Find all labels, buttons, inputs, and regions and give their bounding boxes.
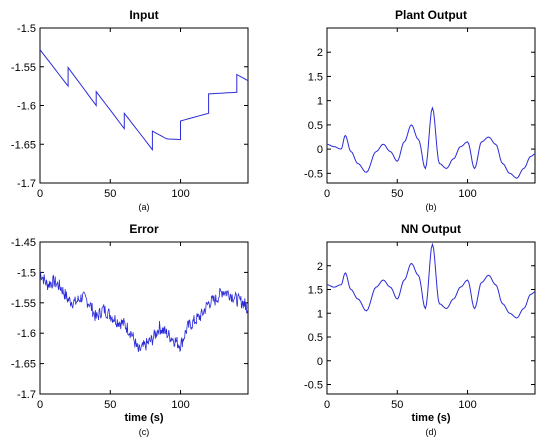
y-tick-label-b-0: -0.5 [304,168,323,180]
y-tick-label-b-3: 1 [317,96,323,108]
axes-frame-b [326,27,536,184]
y-tick-label-c-1: -1.65 [11,359,36,371]
y-tick-label-c-2: -1.6 [17,328,36,340]
x-tick-label-d-2: 100 [458,399,476,411]
axes-frame-d [326,241,536,395]
chart-title-b: Plant Output [395,8,467,22]
y-tick-label-c-5: -1.45 [11,237,36,249]
subplot-a: Input 0 50 100 -1.7 -1.65 -1.6 -1.55 -1.5 (a) [11,8,249,212]
y-tick-label-a-2: -1.6 [17,101,36,113]
y-tick-label-a-0: -1.7 [17,178,36,190]
y-tick-label-b-5: 2 [317,47,323,59]
subplot-caption-b: (b) [426,202,437,212]
axes-frame-a [39,27,249,184]
chart-title-c: Error [129,222,159,236]
y-tick-label-c-0: -1.7 [17,389,36,401]
subplot-caption-c: (c) [139,427,150,437]
y-tick-label-a-3: -1.55 [11,62,36,74]
y-tick-label-b-1: 0 [317,144,323,156]
y-tick-label-d-4: 1.5 [308,285,323,297]
x-tick-label-b-1: 50 [391,188,403,200]
y-tick-label-c-4: -1.5 [17,267,36,279]
x-tick-label-d-0: 0 [324,399,330,411]
y-tick-label-d-1: 0 [317,356,323,368]
series-line-d-0 [327,242,535,319]
y-tick-label-a-4: -1.5 [17,23,36,35]
chart-title-d: NN Output [401,222,461,236]
subplot-caption-d: (d) [426,427,437,437]
x-tick-label-b-2: 100 [458,188,476,200]
y-tick-label-a-1: -1.65 [11,139,36,151]
x-tick-label-c-1: 50 [104,399,116,411]
series-line-b-0 [327,106,535,179]
x-tick-label-c-2: 100 [171,399,189,411]
series-line-a-0 [40,49,248,152]
x-tick-label-d-1: 50 [391,399,403,411]
x-tick-label-a-2: 100 [171,188,189,200]
axes-frame-c [39,241,249,395]
y-tick-label-d-3: 1 [317,308,323,320]
y-tick-label-d-2: 0.5 [308,332,323,344]
y-tick-label-c-3: -1.55 [11,298,36,310]
x-axis-label-d: time (s) [411,412,450,424]
series-line-c-0 [40,272,248,353]
y-tick-label-d-0: -0.5 [304,380,323,392]
x-axis-label-c: time (s) [124,412,163,424]
y-tick-label-d-5: 2 [317,261,323,273]
y-tick-label-b-4: 1.5 [308,71,323,83]
x-tick-label-b-0: 0 [324,188,330,200]
x-tick-label-a-1: 50 [104,188,116,200]
x-tick-label-a-0: 0 [37,188,43,200]
y-tick-label-b-2: 0.5 [308,120,323,132]
subplot-c: Error 0 50 100 -1.7 -1.65 -1.6 -1.55 -1.5 -1.45 ti… [11,222,249,437]
subplot-caption-a: (a) [139,202,150,212]
chart-title-a: Input [129,8,158,22]
x-tick-label-c-0: 0 [37,399,43,411]
